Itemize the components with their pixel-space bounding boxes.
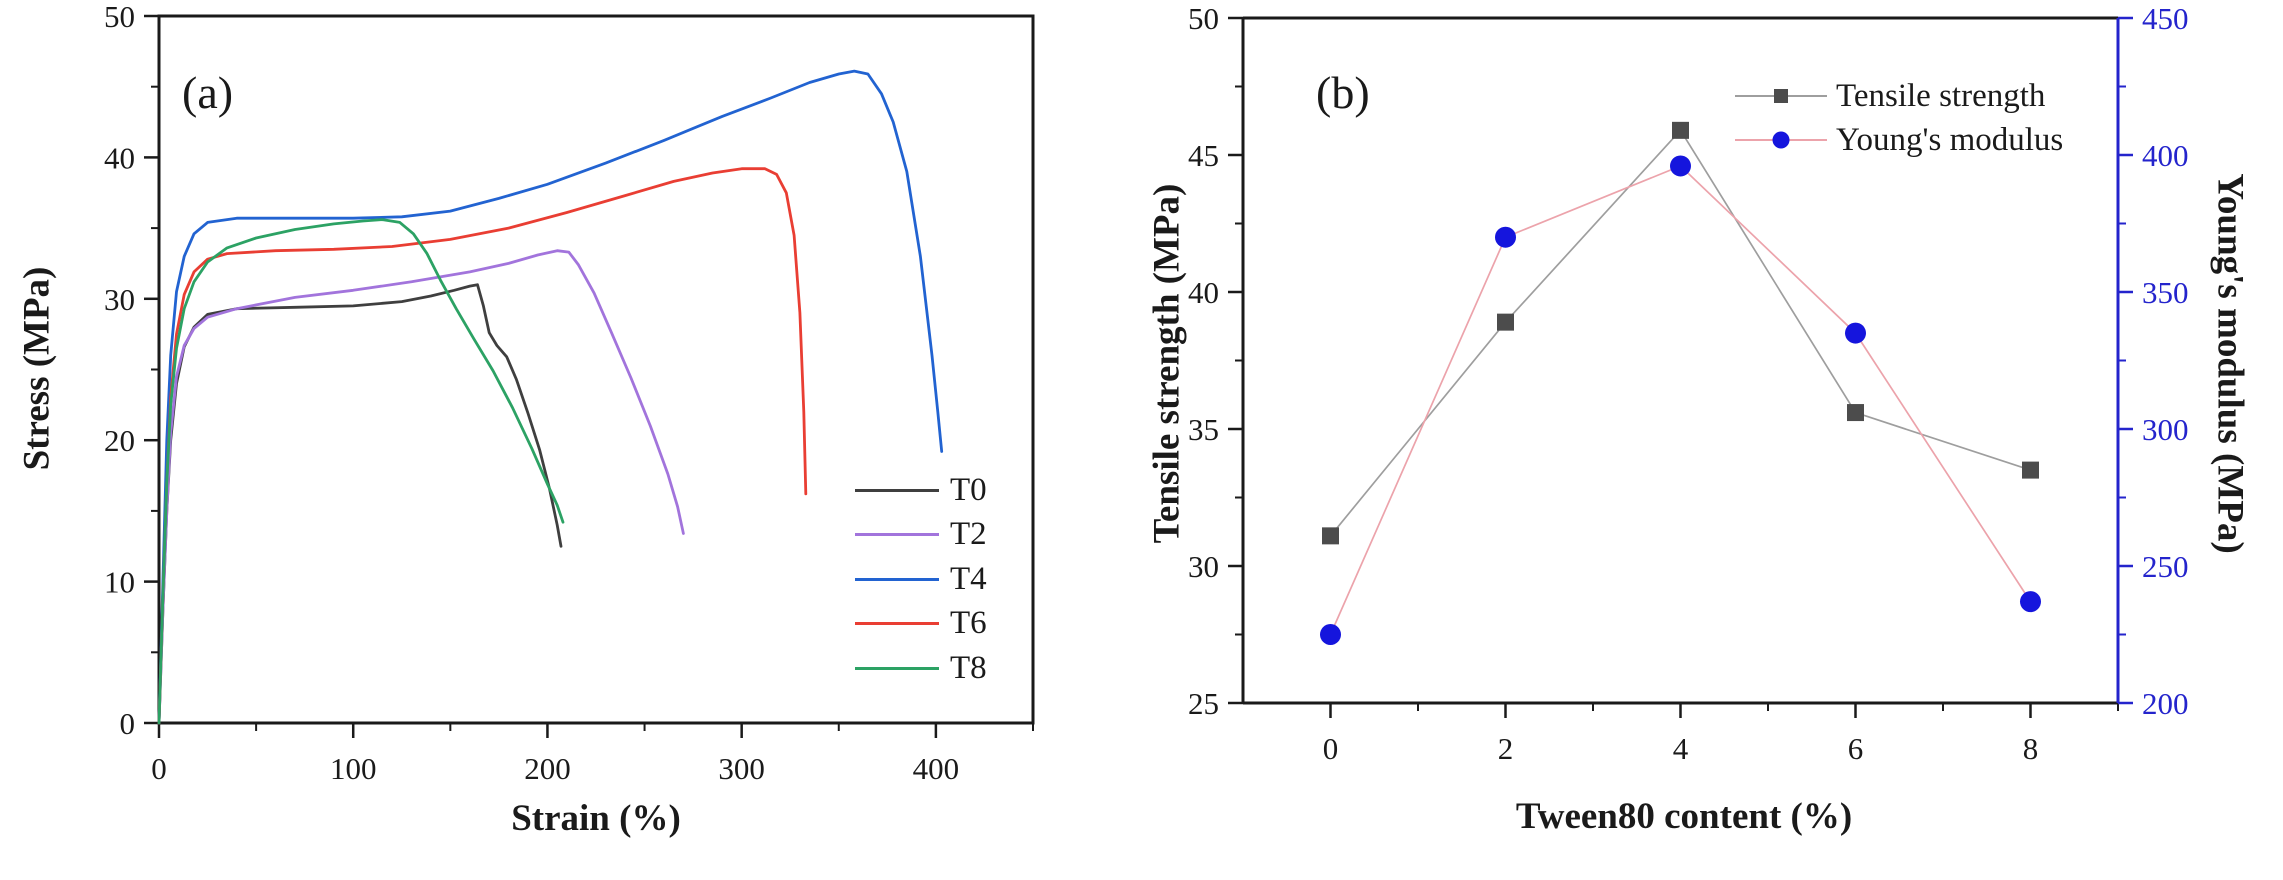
series-line-tensile-strength <box>1329 128 2031 537</box>
y-tick-label: 20 <box>104 423 135 458</box>
legend-line-t2 <box>855 533 939 537</box>
data-point-circle <box>1845 322 1866 344</box>
legend-item-t2: T2 <box>855 513 987 558</box>
legend-label-tensile: Tensile strength <box>1836 77 2046 114</box>
y-tick-label: 0 <box>120 706 136 741</box>
series-line-T2 <box>157 249 685 725</box>
data-point-square <box>2022 461 2039 479</box>
y-left-tick-label: 50 <box>1188 1 1219 36</box>
circle-marker-icon <box>1772 131 1790 149</box>
data-point-square <box>1672 121 1689 139</box>
legend-item-t0: T0 <box>855 468 987 513</box>
x-tick-label: 8 <box>2023 731 2039 766</box>
y-left-tick-label: 35 <box>1188 412 1219 447</box>
legend-label-t4: T4 <box>950 560 987 597</box>
legend-chart-b: Tensile strength Young's modulus <box>1735 74 2063 162</box>
legend-label-t6: T6 <box>950 605 987 642</box>
legend-line-t8 <box>855 666 939 670</box>
legend-item-t6: T6 <box>855 602 987 647</box>
series-line-T8 <box>157 218 565 725</box>
y-right-tick-label: 350 <box>2142 275 2189 310</box>
x-tick-label: 400 <box>913 751 960 786</box>
panel-label-b: (b) <box>1316 67 1370 118</box>
legend-line-t0 <box>855 488 939 492</box>
legend-item-tensile-strength: Tensile strength <box>1735 74 2063 118</box>
series-line-T0 <box>157 283 563 725</box>
legend-line-t4 <box>855 577 939 581</box>
x-tick-label: 200 <box>524 751 571 786</box>
y-axis-title-youngs-modulus: Young's modulus (MPa) <box>2209 173 2251 554</box>
legend-line-t6 <box>855 622 939 626</box>
y-right-tick-label: 400 <box>2142 138 2189 173</box>
legend-item-youngs-modulus: Young's modulus <box>1735 118 2063 162</box>
x-axis-title-tween80: Tween80 content (%) <box>1515 796 1853 837</box>
tensile-modulus-chart: 0 2 4 6 8 25 30 35 40 45 50 200 250 300 350 400 450 <box>1188 1 2189 766</box>
series-line-T4 <box>157 69 944 725</box>
y-tick-label: 30 <box>104 282 135 317</box>
y-right-tick-label: 450 <box>2142 1 2189 36</box>
series-line-young-s-modulus <box>1329 165 2032 635</box>
legend-chart-a: T0 T2 T4 T6 T8 <box>855 468 987 691</box>
x-tick-label: 4 <box>1673 731 1689 766</box>
series-line-T6 <box>157 167 808 725</box>
y-axis-title-stress: Stress (MPa) <box>16 266 58 471</box>
y-right-tick-label: 200 <box>2142 686 2189 721</box>
data-point-circle <box>1495 226 1516 248</box>
data-point-square <box>1322 527 1339 545</box>
legend-line-modulus <box>1735 131 1827 149</box>
legend-line-tensile <box>1735 89 1827 103</box>
x-tick-label: 0 <box>151 751 167 786</box>
data-point-circle <box>2020 591 2041 613</box>
x-axis-title-strain: Strain (%) <box>511 798 681 839</box>
y-left-tick-label: 30 <box>1188 549 1219 584</box>
x-tick-label: 300 <box>718 751 765 786</box>
legend-label-modulus: Young's modulus <box>1836 121 2064 158</box>
legend-label-t2: T2 <box>950 516 987 553</box>
legend-item-t8: T8 <box>855 646 987 691</box>
data-point-circle <box>1670 155 1691 177</box>
y-left-tick-label: 40 <box>1188 275 1219 310</box>
square-marker-icon <box>1774 89 1788 103</box>
y-tick-label: 50 <box>104 0 135 34</box>
x-tick-label: 6 <box>1848 731 1864 766</box>
legend-item-t4: T4 <box>855 557 987 602</box>
y-right-tick-label: 250 <box>2142 549 2189 584</box>
y-tick-label: 40 <box>104 140 135 175</box>
stress-strain-chart: 0 100 200 300 400 0 10 20 30 40 50 <box>104 0 1035 786</box>
x-tick-label: 0 <box>1323 731 1339 766</box>
data-point-square <box>1847 404 1864 422</box>
y-right-tick-label: 300 <box>2142 412 2189 447</box>
x-tick-label: 100 <box>330 751 377 786</box>
y-tick-label: 10 <box>104 565 135 600</box>
y-left-tick-label: 25 <box>1188 686 1219 721</box>
x-tick-label: 2 <box>1498 731 1514 766</box>
legend-label-t8: T8 <box>950 649 987 686</box>
y-axis-title-tensile-strength: Tensile strength (MPa) <box>1146 183 1188 544</box>
data-point-square <box>1497 313 1514 331</box>
panel-label-a: (a) <box>182 67 234 118</box>
legend-label-t0: T0 <box>950 471 987 508</box>
y-left-tick-label: 45 <box>1188 138 1219 173</box>
data-point-circle <box>1320 624 1341 645</box>
